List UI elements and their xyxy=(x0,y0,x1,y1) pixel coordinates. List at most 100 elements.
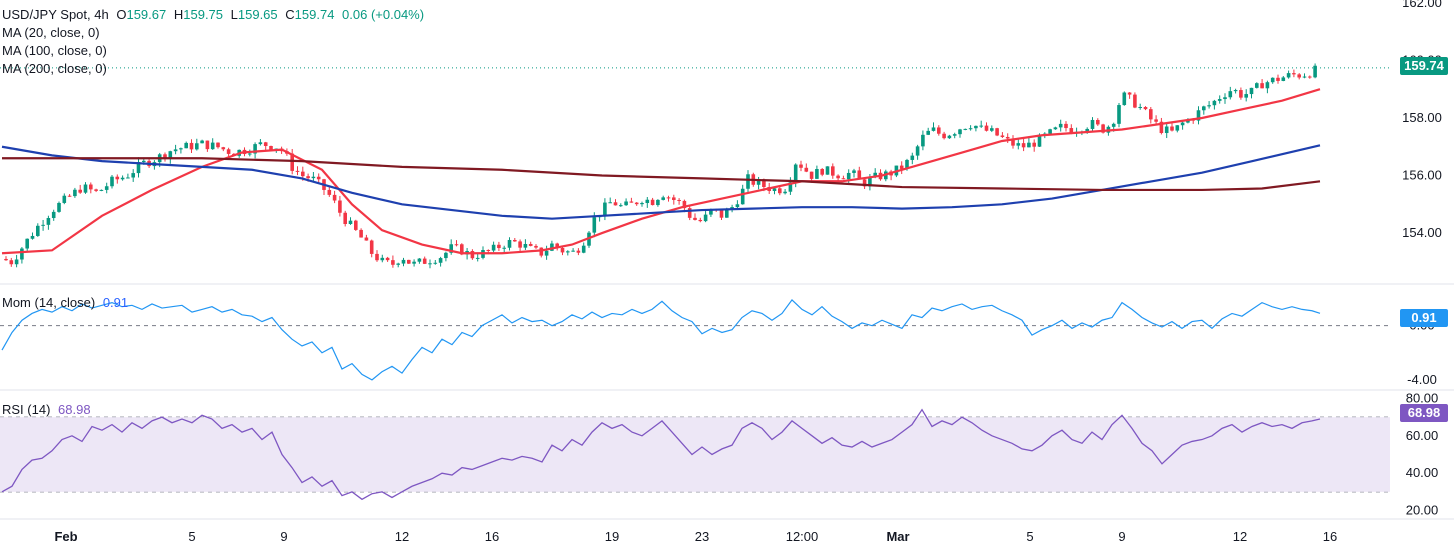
candle-body xyxy=(942,133,946,139)
candle-body xyxy=(1117,105,1121,124)
candle-body xyxy=(1217,99,1222,101)
candle-body xyxy=(1154,119,1158,122)
candle-body xyxy=(952,134,957,136)
candle-body xyxy=(343,212,347,225)
candle-body xyxy=(62,195,67,203)
candle-body xyxy=(380,257,385,261)
candle-body xyxy=(311,176,316,179)
high-label: H xyxy=(173,7,184,22)
candle-body xyxy=(1265,82,1270,89)
low-value: 159.65 xyxy=(237,7,278,22)
candle-body xyxy=(603,202,607,217)
candle-body xyxy=(454,244,459,246)
candle-body xyxy=(931,127,936,131)
candle-body xyxy=(1122,92,1127,106)
time-tick-label-5: 19 xyxy=(605,529,619,544)
candle-body xyxy=(200,140,204,144)
candle-body xyxy=(746,174,750,189)
candle-body xyxy=(1286,73,1291,78)
close-value: 159.74 xyxy=(294,7,335,22)
price-legend: USD/JPY Spot, 4h O159.67 H159.75 L159.65… xyxy=(2,6,428,24)
indicator-layer xyxy=(1,299,1321,501)
candle-body xyxy=(460,244,464,255)
candle-body xyxy=(513,239,517,242)
candle-body xyxy=(1143,106,1148,110)
candle-body xyxy=(126,177,130,179)
ma200-legend[interactable]: MA (200, close, 0) xyxy=(2,61,107,76)
candle-body xyxy=(89,184,93,190)
candle-body xyxy=(497,244,501,249)
candle-body xyxy=(210,142,215,150)
candle-body xyxy=(348,220,353,225)
candle-body xyxy=(1270,77,1275,83)
candle-body xyxy=(544,250,549,256)
candle-body xyxy=(518,241,522,248)
candle-body xyxy=(216,142,220,148)
rsi-legend[interactable]: RSI (14) 68.98 xyxy=(2,401,95,419)
candle-body xyxy=(354,220,358,230)
candle-body xyxy=(735,204,740,208)
candle-body xyxy=(1138,106,1142,108)
candle-body xyxy=(831,166,835,176)
time-tick-label-11: 12 xyxy=(1233,529,1247,544)
ma20-line xyxy=(1,88,1321,255)
candle-body xyxy=(968,128,973,130)
candle-body xyxy=(762,180,766,188)
price-tick-label-2: 158.00 xyxy=(1402,110,1442,125)
close-label: C xyxy=(285,7,295,22)
candle-body xyxy=(868,177,872,187)
candle-body xyxy=(4,258,8,261)
momentum-legend[interactable]: Mom (14, close) 0.91 xyxy=(2,294,132,312)
candle-body xyxy=(1149,109,1153,120)
candle-body xyxy=(846,172,851,180)
candle-body xyxy=(1164,126,1169,134)
candle-body xyxy=(1021,143,1026,148)
candle-body xyxy=(725,209,729,218)
candle-body xyxy=(195,143,199,150)
candle-body xyxy=(1090,119,1095,129)
candle-body xyxy=(1159,121,1164,134)
time-tick-label-8: Mar xyxy=(886,529,909,544)
time-tick-label-0: Feb xyxy=(54,529,77,544)
candle-body xyxy=(926,130,930,135)
candle-body xyxy=(1228,91,1233,98)
candle-body xyxy=(449,244,453,253)
candle-body xyxy=(899,165,904,169)
candle-body xyxy=(359,229,363,238)
candle-body xyxy=(534,245,538,248)
candle-body xyxy=(825,166,830,175)
candle-body xyxy=(984,125,989,131)
ma20-legend[interactable]: MA (20, close, 0) xyxy=(2,25,100,40)
candle-body xyxy=(709,209,713,215)
candle-body xyxy=(1027,142,1031,148)
time-tick-label-3: 12 xyxy=(395,529,409,544)
ma100-legend[interactable]: MA (100, close, 0) xyxy=(2,43,107,58)
candle-body xyxy=(820,168,824,175)
candle-body xyxy=(470,251,475,259)
candle-body xyxy=(815,168,819,179)
candle-body xyxy=(168,151,173,159)
candle-body xyxy=(14,259,19,265)
candle-body xyxy=(385,257,390,261)
candle-body xyxy=(921,134,925,147)
candle-body xyxy=(444,252,448,259)
momentum-line xyxy=(1,299,1321,381)
candle-body xyxy=(502,247,506,249)
candle-body xyxy=(661,197,665,200)
candle-body xyxy=(1037,134,1042,147)
moving-average-layer xyxy=(1,88,1321,255)
candle-body xyxy=(1212,100,1217,106)
candle-body xyxy=(937,127,941,134)
candle-body xyxy=(131,173,135,178)
candle-body xyxy=(295,170,300,172)
candle-body xyxy=(391,260,395,265)
time-tick-label-12: 16 xyxy=(1323,529,1337,544)
candle-body xyxy=(422,258,427,264)
candle-body xyxy=(375,253,379,261)
candle-body xyxy=(316,176,321,180)
candle-body xyxy=(1032,142,1036,147)
candle-body xyxy=(364,237,369,241)
candle-body xyxy=(523,243,528,248)
candle-body xyxy=(915,146,920,156)
